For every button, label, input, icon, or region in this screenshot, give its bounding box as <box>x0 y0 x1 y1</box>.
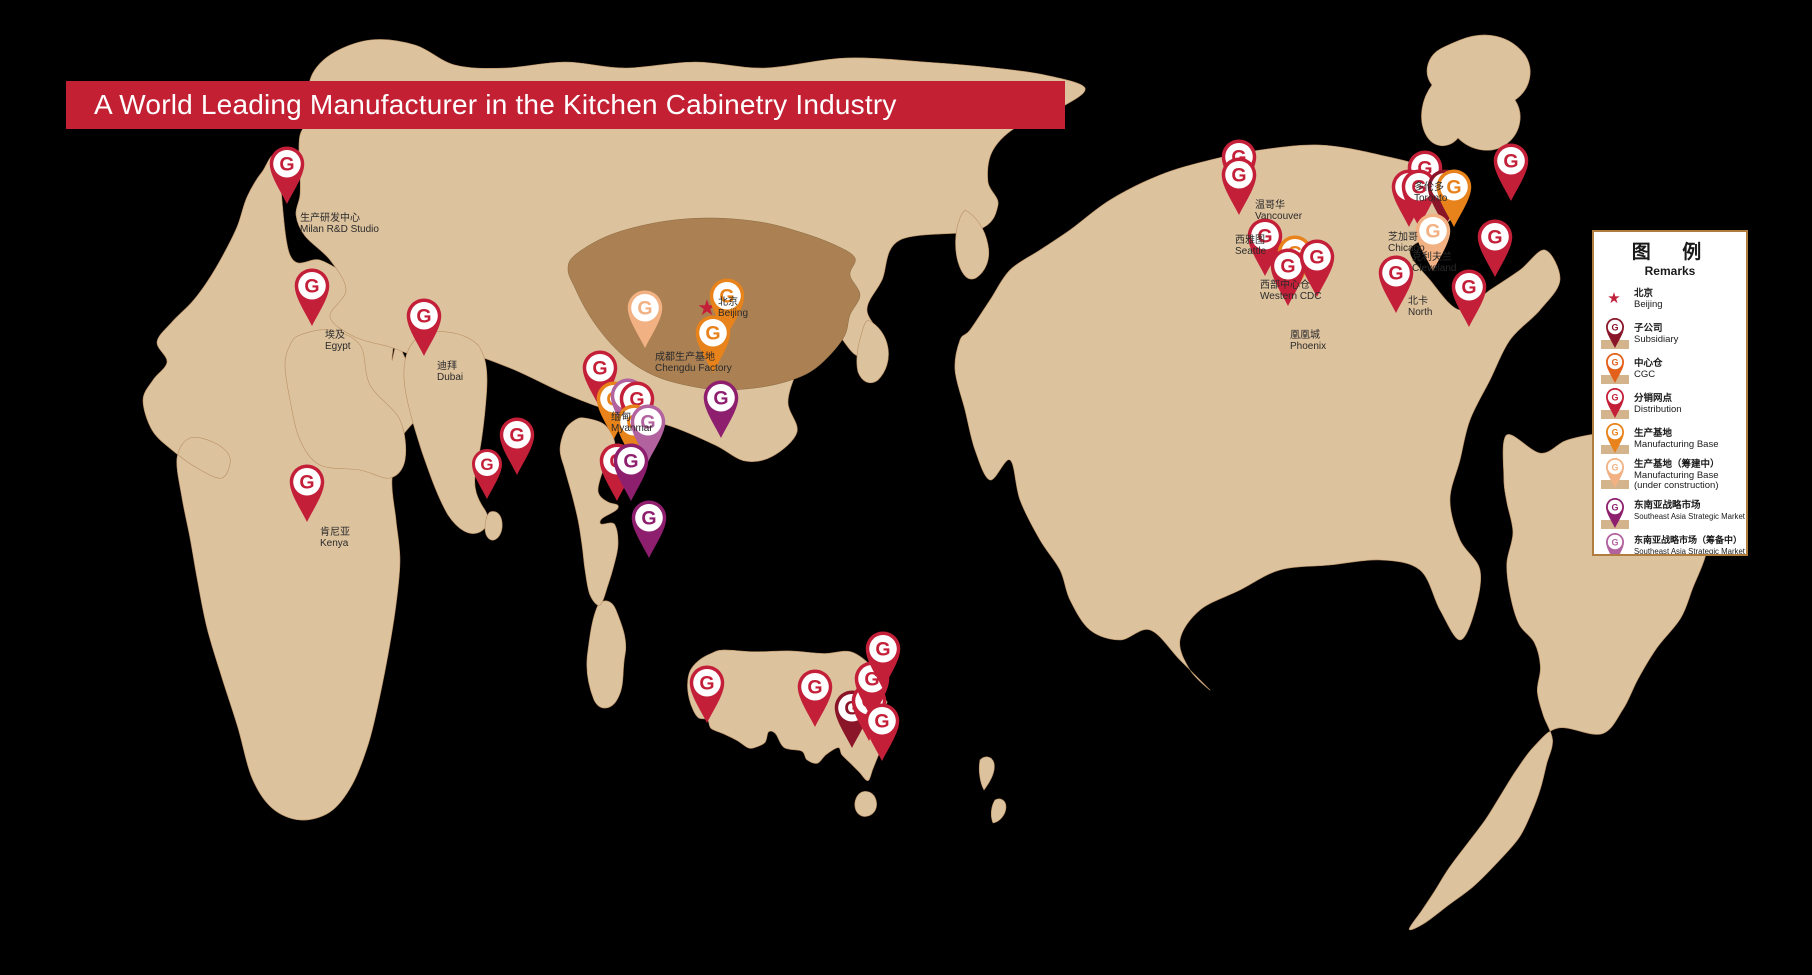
svg-text:G: G <box>1257 226 1272 248</box>
svg-text:G: G <box>637 298 652 320</box>
svg-text:G: G <box>1611 357 1618 367</box>
svg-text:G: G <box>874 711 889 733</box>
svg-text:G: G <box>509 425 524 447</box>
svg-text:G: G <box>1388 263 1403 285</box>
svg-text:G: G <box>699 673 714 695</box>
svg-text:G: G <box>875 639 890 661</box>
svg-text:G: G <box>592 358 607 380</box>
svg-text:G: G <box>1611 392 1618 402</box>
svg-text:G: G <box>1611 322 1618 332</box>
svg-text:G: G <box>1611 502 1618 512</box>
svg-text:G: G <box>304 276 319 298</box>
svg-text:G: G <box>299 472 314 494</box>
svg-text:G: G <box>713 388 728 410</box>
svg-text:G: G <box>640 412 655 434</box>
svg-text:G: G <box>1309 247 1324 269</box>
svg-text:G: G <box>1280 256 1295 278</box>
svg-text:G: G <box>705 323 720 345</box>
svg-text:G: G <box>1411 177 1426 199</box>
svg-text:G: G <box>1611 537 1618 547</box>
svg-text:G: G <box>1611 427 1618 437</box>
svg-text:G: G <box>480 455 493 474</box>
svg-text:G: G <box>1446 177 1461 199</box>
svg-text:G: G <box>1503 151 1518 173</box>
svg-text:G: G <box>416 306 431 328</box>
svg-text:G: G <box>279 154 294 176</box>
svg-text:G: G <box>719 286 734 308</box>
svg-text:G: G <box>1425 221 1440 243</box>
svg-text:G: G <box>1461 277 1476 299</box>
svg-text:G: G <box>1487 227 1502 249</box>
svg-text:G: G <box>623 451 638 473</box>
svg-text:G: G <box>1231 165 1246 187</box>
svg-text:G: G <box>1611 462 1618 472</box>
svg-text:G: G <box>807 677 822 699</box>
svg-text:G: G <box>641 508 656 530</box>
